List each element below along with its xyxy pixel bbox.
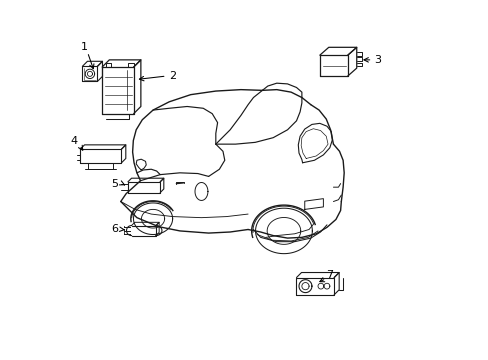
Text: 7: 7 <box>325 270 333 280</box>
Text: 2: 2 <box>169 71 176 81</box>
Text: 3: 3 <box>373 55 381 65</box>
Text: 4: 4 <box>70 136 78 146</box>
Text: 5: 5 <box>111 179 118 189</box>
Text: 6: 6 <box>111 225 118 234</box>
Text: 1: 1 <box>80 42 87 52</box>
